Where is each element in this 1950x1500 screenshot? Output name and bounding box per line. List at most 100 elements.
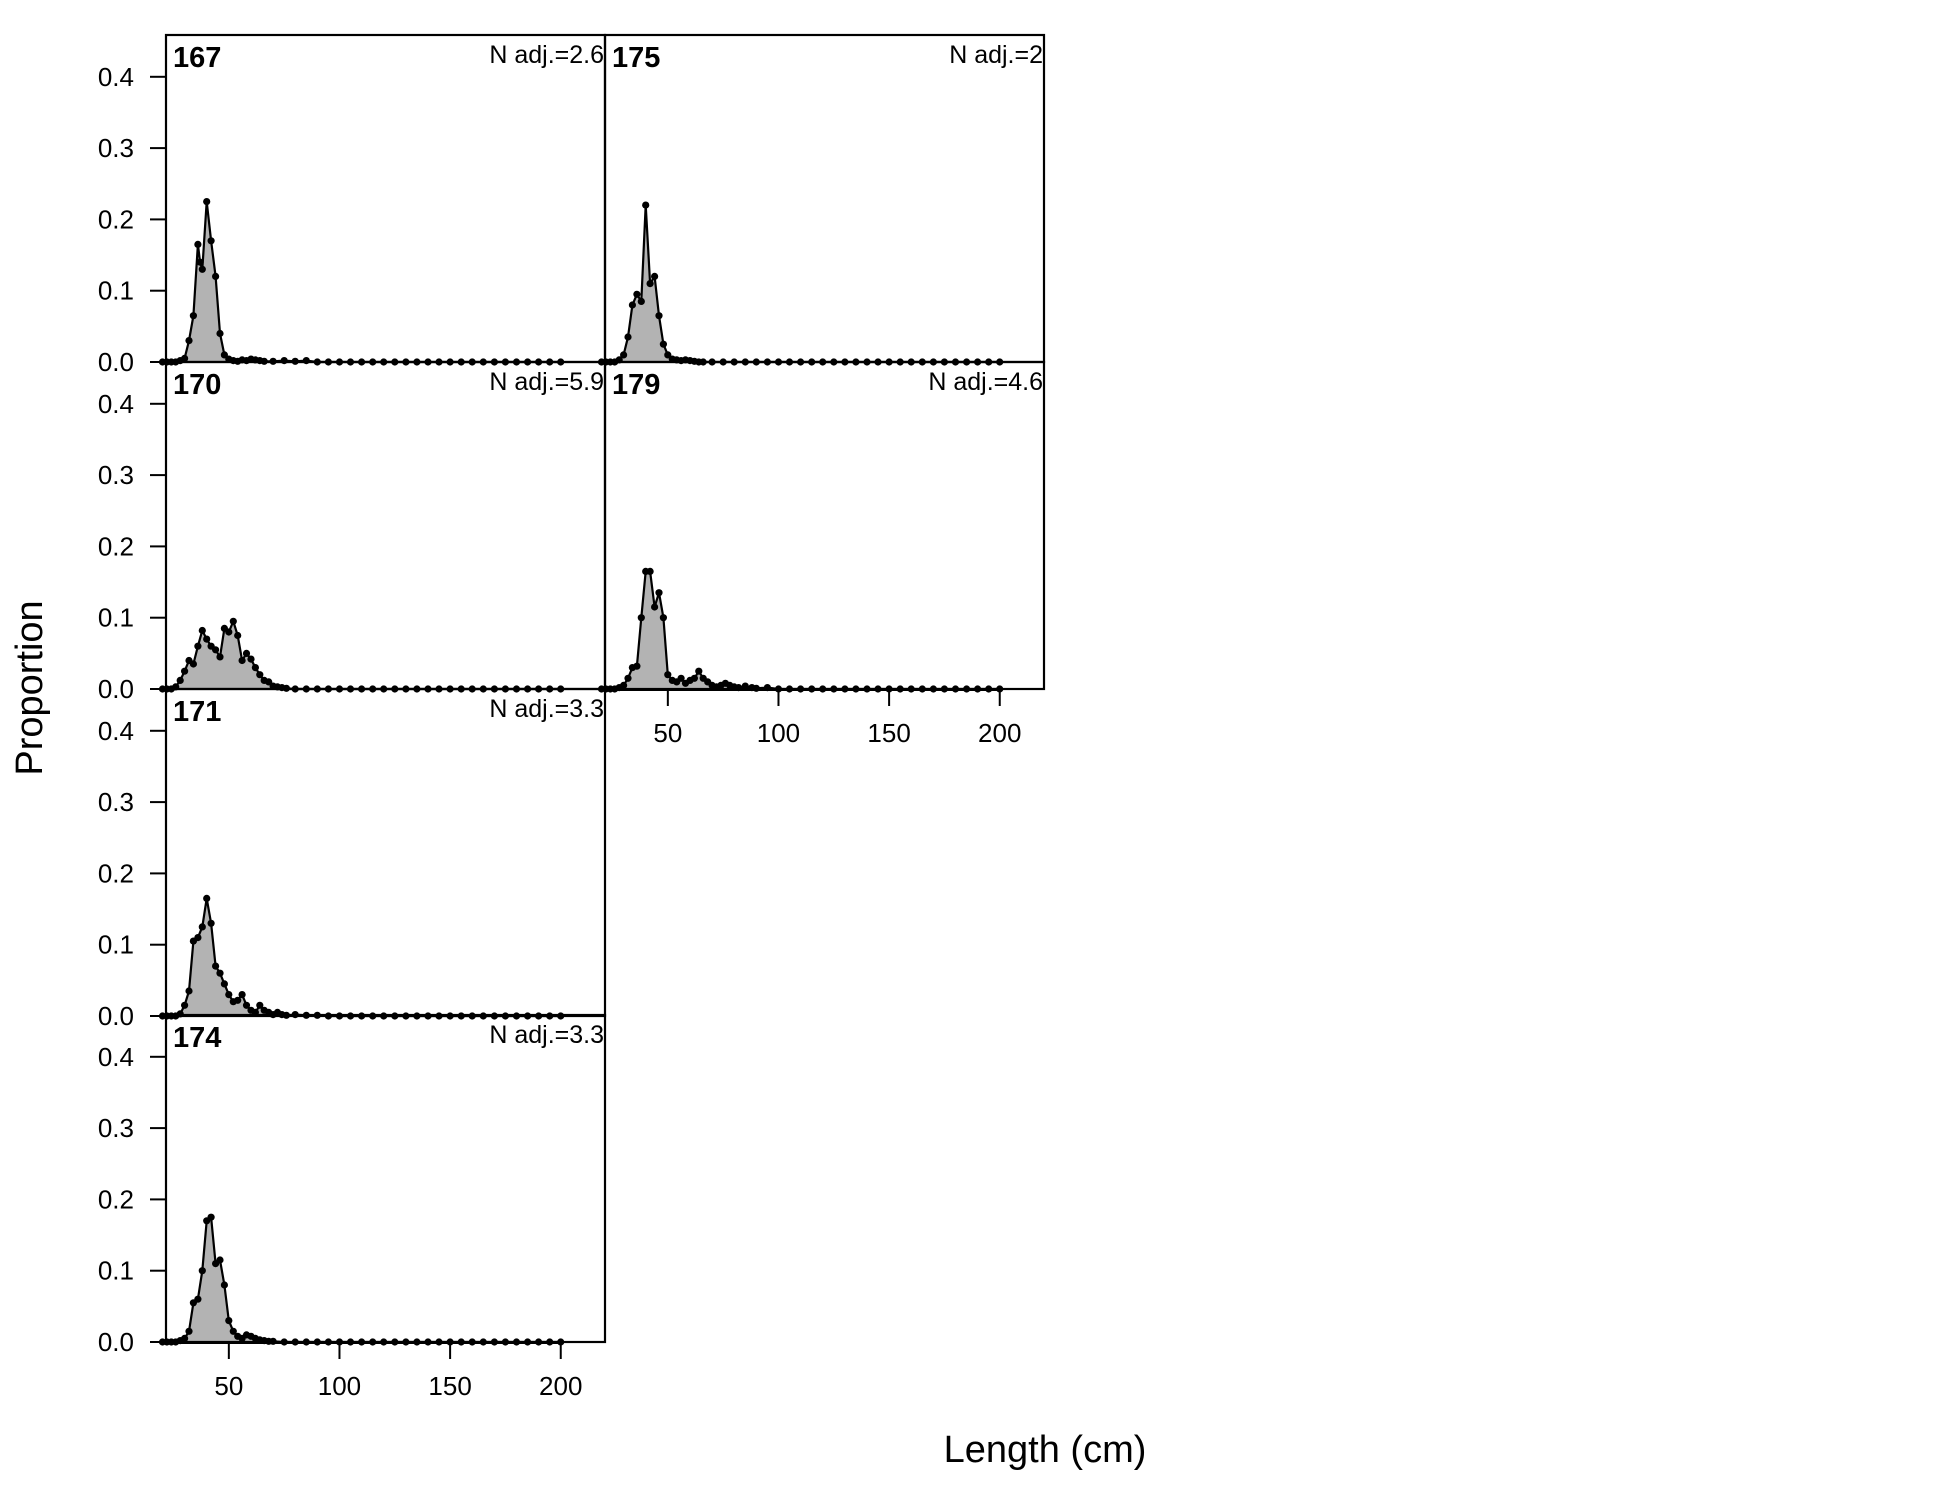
data-point — [280, 357, 288, 365]
data-point — [628, 301, 637, 309]
data-point — [229, 1327, 237, 1335]
x-tick-label: 150 — [867, 718, 910, 748]
data-point — [203, 894, 211, 903]
y-tick-label: 0.3 — [98, 787, 134, 817]
data-point — [229, 617, 237, 625]
y-tick-label: 0.3 — [98, 460, 134, 490]
data-point — [194, 240, 202, 248]
data-point — [302, 357, 310, 365]
data-point — [251, 664, 259, 672]
x-tick-label: 150 — [428, 1371, 471, 1401]
y-tick-label: 0.0 — [98, 347, 134, 377]
n-adj-label: N adj.=4.6 — [928, 368, 1043, 396]
panel-174: 174 N adj.=3.3 0.0 0.1 0.2 0.3 0.4 50 100 150 200 — [98, 1013, 607, 1401]
data-point — [181, 667, 189, 675]
data-point — [181, 1001, 189, 1009]
area-fill — [162, 1217, 561, 1342]
data-point — [212, 646, 220, 654]
data-point — [247, 655, 255, 663]
y-tick-label: 0.4 — [98, 62, 134, 92]
y-tick-label: 0.3 — [98, 133, 134, 163]
data-point — [659, 340, 668, 348]
data-point — [225, 991, 233, 999]
panel-frame — [164, 33, 607, 364]
data-point — [220, 980, 228, 988]
panel-id-label: 175 — [612, 42, 660, 74]
data-point — [655, 589, 663, 597]
data-point — [659, 614, 668, 622]
x-tick-label: 100 — [318, 1371, 361, 1401]
data-point — [216, 653, 224, 661]
data-point — [207, 1213, 215, 1221]
area-fill — [162, 898, 561, 1016]
data-point — [176, 676, 184, 685]
data-point — [620, 681, 628, 690]
x-tick-label: 50 — [653, 718, 682, 748]
panel-175: 175 N adj.=2 — [597, 33, 1046, 366]
x-tick-label: 200 — [539, 1371, 582, 1401]
data-point — [189, 660, 197, 668]
data-point — [225, 1317, 233, 1325]
data-point — [198, 265, 206, 273]
data-point — [238, 991, 246, 999]
data-point — [216, 329, 224, 338]
y-axis-title: Proportion — [9, 600, 51, 775]
data-point — [189, 312, 197, 320]
data-point — [646, 567, 654, 576]
panel-frame — [603, 33, 1046, 364]
n-adj-label: N adj.=2.6 — [489, 41, 604, 69]
y-tick-label: 0.2 — [98, 531, 134, 561]
x-axis-title: Length (cm) — [944, 1429, 1147, 1471]
y-tick-label: 0.0 — [98, 1001, 134, 1031]
data-point — [198, 923, 206, 931]
panel-167: 167 N adj.=2.6 0.0 0.1 0.2 0.3 0.4 — [98, 33, 607, 377]
panel-frame — [164, 1013, 607, 1344]
n-adj-label: N adj.=5.9 — [489, 368, 604, 396]
data-point — [664, 351, 672, 359]
data-point — [212, 272, 220, 280]
y-tick-label: 0.1 — [98, 930, 134, 960]
y-tick-label: 0.1 — [98, 276, 134, 306]
panel-170: 170 N adj.=5.9 0.0 0.1 0.2 0.3 0.4 — [98, 360, 607, 704]
y-tick-label: 0.2 — [98, 1184, 134, 1214]
data-point — [212, 962, 220, 970]
data-point — [196, 258, 204, 266]
data-point — [194, 642, 202, 650]
data-point — [238, 656, 246, 665]
data-point — [225, 628, 233, 636]
data-point — [256, 1001, 264, 1009]
data-point — [181, 1334, 189, 1342]
panel-id-label: 171 — [173, 696, 221, 728]
data-point — [624, 333, 632, 341]
panel-frame — [603, 360, 1046, 691]
y-tick-label: 0.1 — [98, 603, 134, 633]
data-point — [220, 1281, 228, 1289]
y-tick-label: 0.2 — [98, 858, 134, 888]
area-fill — [162, 621, 561, 689]
data-point — [185, 337, 193, 345]
panel-id-label: 170 — [173, 369, 221, 401]
data-point — [695, 667, 703, 675]
data-point — [655, 312, 663, 320]
data-point — [216, 969, 224, 977]
n-adj-label: N adj.=3.3 — [489, 1021, 604, 1049]
n-adj-label: N adj.=3.3 — [489, 695, 604, 723]
data-point — [242, 1001, 251, 1009]
data-point — [216, 1256, 224, 1264]
panel-id-label: 167 — [173, 42, 221, 74]
x-tick-label: 50 — [214, 1371, 243, 1401]
panel-id-label: 179 — [612, 369, 660, 401]
y-tick-label: 0.0 — [98, 1327, 134, 1357]
y-tick-label: 0.3 — [98, 1113, 134, 1143]
y-tick-label: 0.0 — [98, 674, 134, 704]
data-point — [207, 237, 215, 245]
data-point — [690, 674, 699, 682]
y-tick-label: 0.4 — [98, 716, 134, 746]
y-tick-label: 0.4 — [98, 389, 134, 419]
data-point — [624, 674, 632, 682]
panel-179: 179 N adj.=4.6 50 100 150 200 — [597, 360, 1046, 748]
data-point — [677, 674, 685, 682]
data-point — [637, 614, 645, 622]
y-tick-label: 0.4 — [98, 1042, 134, 1072]
data-point — [198, 1267, 206, 1275]
